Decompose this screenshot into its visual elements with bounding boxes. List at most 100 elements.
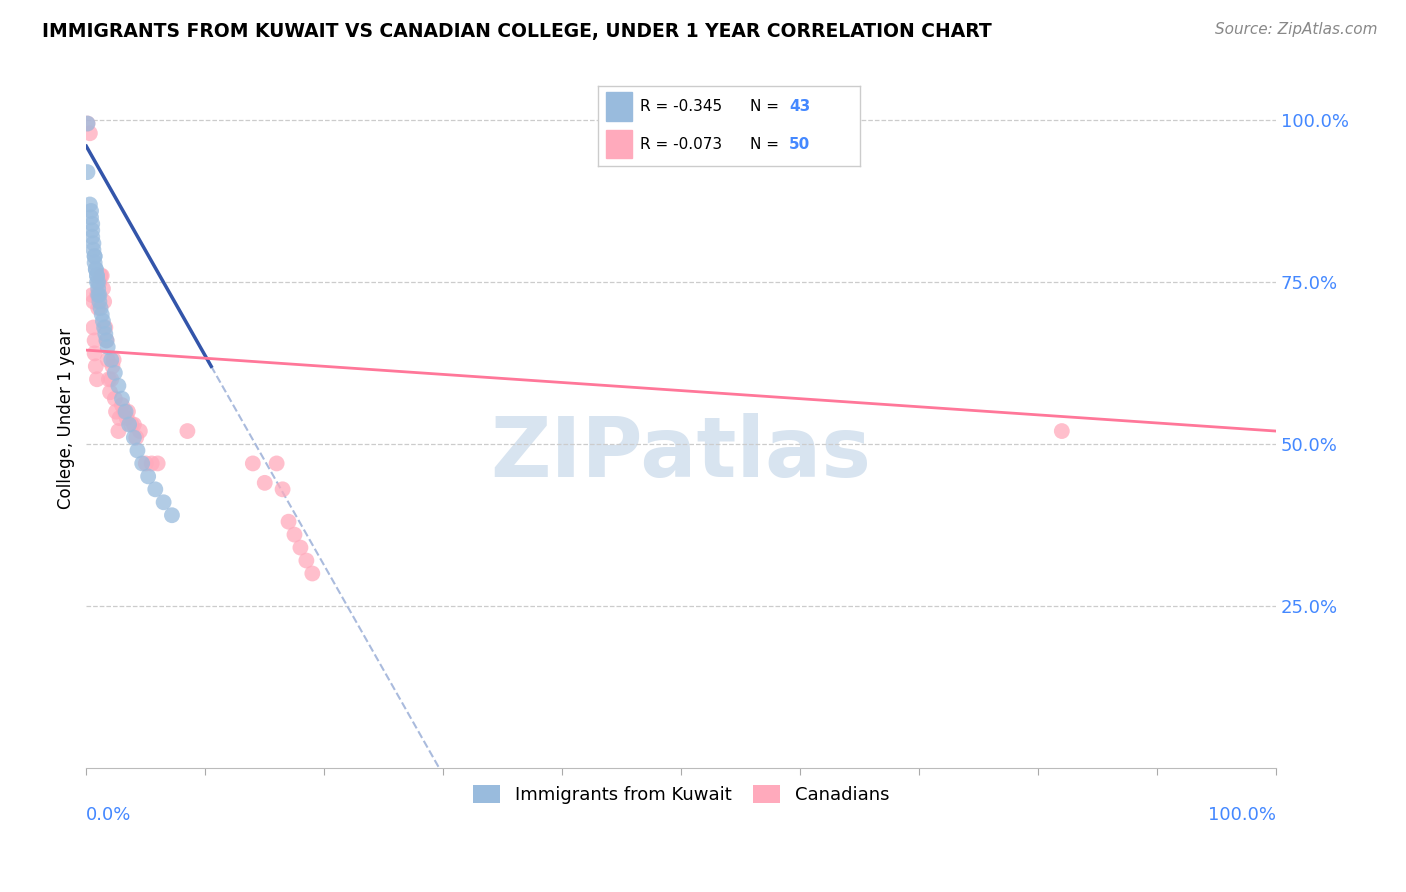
Point bbox=[82, 223, 104, 237]
Point bbox=[86, 275, 108, 289]
Point bbox=[253, 475, 276, 490]
Point bbox=[128, 424, 150, 438]
Point bbox=[125, 431, 148, 445]
Point bbox=[82, 230, 104, 244]
Point bbox=[82, 320, 104, 334]
Point bbox=[122, 417, 145, 432]
Text: 100.0%: 100.0% bbox=[1208, 806, 1277, 824]
Point bbox=[103, 352, 125, 367]
Point bbox=[290, 541, 312, 555]
Point bbox=[96, 334, 118, 348]
Point bbox=[266, 457, 288, 471]
Text: ZIPatlas: ZIPatlas bbox=[491, 413, 872, 493]
Point bbox=[301, 566, 323, 581]
Point bbox=[152, 495, 174, 509]
Point bbox=[104, 392, 127, 406]
Point bbox=[83, 334, 105, 348]
Point bbox=[100, 352, 122, 367]
Point bbox=[79, 126, 101, 140]
Point bbox=[160, 508, 183, 523]
Point bbox=[295, 553, 318, 567]
Point bbox=[115, 411, 138, 425]
Point bbox=[100, 372, 122, 386]
Point bbox=[76, 117, 98, 131]
Point bbox=[86, 268, 108, 283]
Point bbox=[83, 346, 105, 360]
Point bbox=[97, 372, 120, 386]
Point bbox=[97, 352, 120, 367]
Point bbox=[82, 243, 104, 257]
Point bbox=[117, 404, 139, 418]
Point bbox=[135, 457, 157, 471]
Point bbox=[76, 165, 98, 179]
Point bbox=[111, 398, 134, 412]
Point bbox=[90, 308, 112, 322]
Point bbox=[122, 431, 145, 445]
Point bbox=[98, 385, 121, 400]
Point bbox=[127, 443, 149, 458]
Text: 0.0%: 0.0% bbox=[86, 806, 132, 824]
Point bbox=[84, 359, 107, 374]
Point bbox=[1050, 424, 1073, 438]
Point bbox=[91, 314, 114, 328]
Point bbox=[94, 320, 117, 334]
Point bbox=[80, 203, 103, 218]
Point bbox=[90, 268, 112, 283]
Point bbox=[176, 424, 198, 438]
Point bbox=[82, 236, 104, 251]
Point bbox=[83, 249, 105, 263]
Point bbox=[121, 417, 143, 432]
Point bbox=[93, 294, 115, 309]
Point bbox=[82, 217, 104, 231]
Point bbox=[90, 301, 112, 315]
Point bbox=[80, 211, 103, 225]
Point bbox=[86, 268, 108, 283]
Point bbox=[108, 411, 131, 425]
Point bbox=[87, 288, 110, 302]
Point bbox=[112, 404, 135, 418]
Point bbox=[84, 262, 107, 277]
Point bbox=[76, 117, 98, 131]
Legend: Immigrants from Kuwait, Canadians: Immigrants from Kuwait, Canadians bbox=[465, 777, 897, 811]
Point bbox=[104, 366, 127, 380]
Point bbox=[143, 483, 166, 497]
Point bbox=[111, 392, 134, 406]
Point bbox=[141, 457, 163, 471]
Point bbox=[84, 262, 107, 277]
Point bbox=[118, 417, 141, 432]
Point bbox=[86, 372, 108, 386]
Point bbox=[91, 282, 114, 296]
Point bbox=[242, 457, 264, 471]
Point bbox=[105, 404, 128, 418]
Point bbox=[277, 515, 299, 529]
Point bbox=[86, 288, 108, 302]
Y-axis label: College, Under 1 year: College, Under 1 year bbox=[58, 327, 75, 508]
Point bbox=[87, 275, 110, 289]
Point bbox=[107, 424, 129, 438]
Point bbox=[96, 334, 118, 348]
Point bbox=[82, 294, 104, 309]
Point bbox=[136, 469, 159, 483]
Point bbox=[94, 326, 117, 341]
Point bbox=[83, 249, 105, 263]
Point bbox=[83, 256, 105, 270]
Point bbox=[101, 359, 124, 374]
Point bbox=[89, 275, 111, 289]
Point bbox=[93, 320, 115, 334]
Point bbox=[89, 288, 111, 302]
Point bbox=[283, 527, 305, 541]
Text: IMMIGRANTS FROM KUWAIT VS CANADIAN COLLEGE, UNDER 1 YEAR CORRELATION CHART: IMMIGRANTS FROM KUWAIT VS CANADIAN COLLE… bbox=[42, 22, 991, 41]
Point bbox=[79, 197, 101, 211]
Point bbox=[114, 404, 136, 418]
Point bbox=[97, 340, 120, 354]
Point bbox=[107, 378, 129, 392]
Point bbox=[89, 294, 111, 309]
Text: Source: ZipAtlas.com: Source: ZipAtlas.com bbox=[1215, 22, 1378, 37]
Point bbox=[271, 483, 294, 497]
Point bbox=[90, 268, 112, 283]
Point bbox=[82, 288, 104, 302]
Point bbox=[146, 457, 169, 471]
Point bbox=[131, 457, 153, 471]
Point bbox=[87, 301, 110, 315]
Point bbox=[87, 282, 110, 296]
